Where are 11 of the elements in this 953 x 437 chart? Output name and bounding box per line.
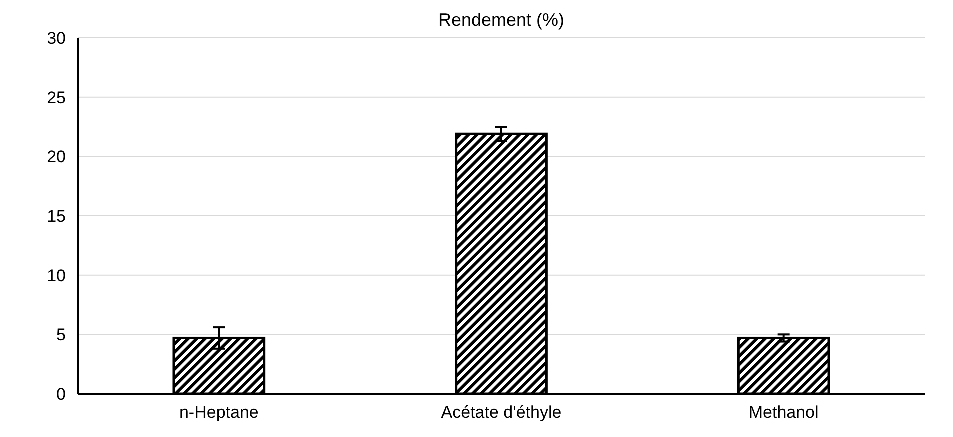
y-tick-label: 5	[56, 326, 66, 345]
y-tick-label: 25	[47, 88, 66, 108]
y-tick-label: 30	[47, 28, 66, 48]
y-tick-label: 20	[47, 148, 66, 167]
x-tick-label: Acétate d'éthyle	[441, 403, 562, 422]
x-tick-label: n-Heptane	[179, 403, 259, 422]
y-tick-label: 0	[56, 384, 66, 404]
x-tick-label: Methanol	[748, 403, 819, 422]
y-tick-label: 15	[47, 206, 66, 226]
chart-title: Rendement (%)	[438, 10, 565, 30]
y-tick-label: 10	[47, 266, 66, 286]
